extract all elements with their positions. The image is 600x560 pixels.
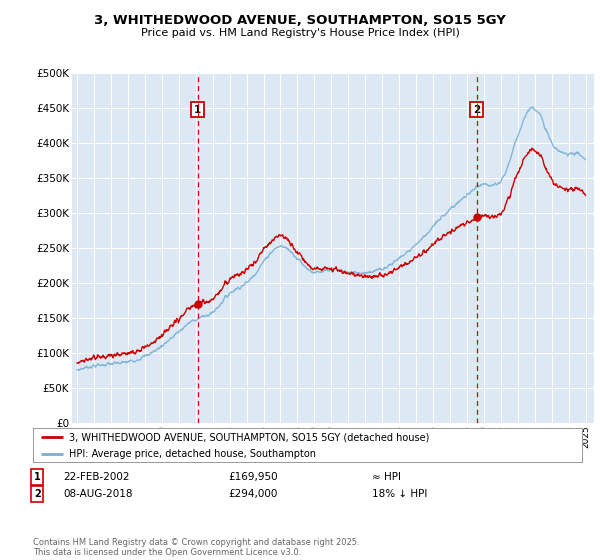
Text: 2: 2 (34, 489, 41, 499)
Text: Contains HM Land Registry data © Crown copyright and database right 2025.
This d: Contains HM Land Registry data © Crown c… (33, 538, 359, 557)
Text: Price paid vs. HM Land Registry's House Price Index (HPI): Price paid vs. HM Land Registry's House … (140, 28, 460, 38)
Text: £169,950: £169,950 (228, 472, 278, 482)
Text: 2: 2 (473, 105, 481, 115)
Text: 1: 1 (194, 105, 202, 115)
Text: 08-AUG-2018: 08-AUG-2018 (63, 489, 133, 499)
Text: 3, WHITHEDWOOD AVENUE, SOUTHAMPTON, SO15 5GY: 3, WHITHEDWOOD AVENUE, SOUTHAMPTON, SO15… (94, 14, 506, 27)
Text: £294,000: £294,000 (228, 489, 277, 499)
Text: 22-FEB-2002: 22-FEB-2002 (63, 472, 130, 482)
Text: 18% ↓ HPI: 18% ↓ HPI (372, 489, 427, 499)
Text: HPI: Average price, detached house, Southampton: HPI: Average price, detached house, Sout… (68, 449, 316, 459)
Text: 3, WHITHEDWOOD AVENUE, SOUTHAMPTON, SO15 5GY (detached house): 3, WHITHEDWOOD AVENUE, SOUTHAMPTON, SO15… (68, 432, 429, 442)
Text: 1: 1 (34, 472, 41, 482)
Text: ≈ HPI: ≈ HPI (372, 472, 401, 482)
